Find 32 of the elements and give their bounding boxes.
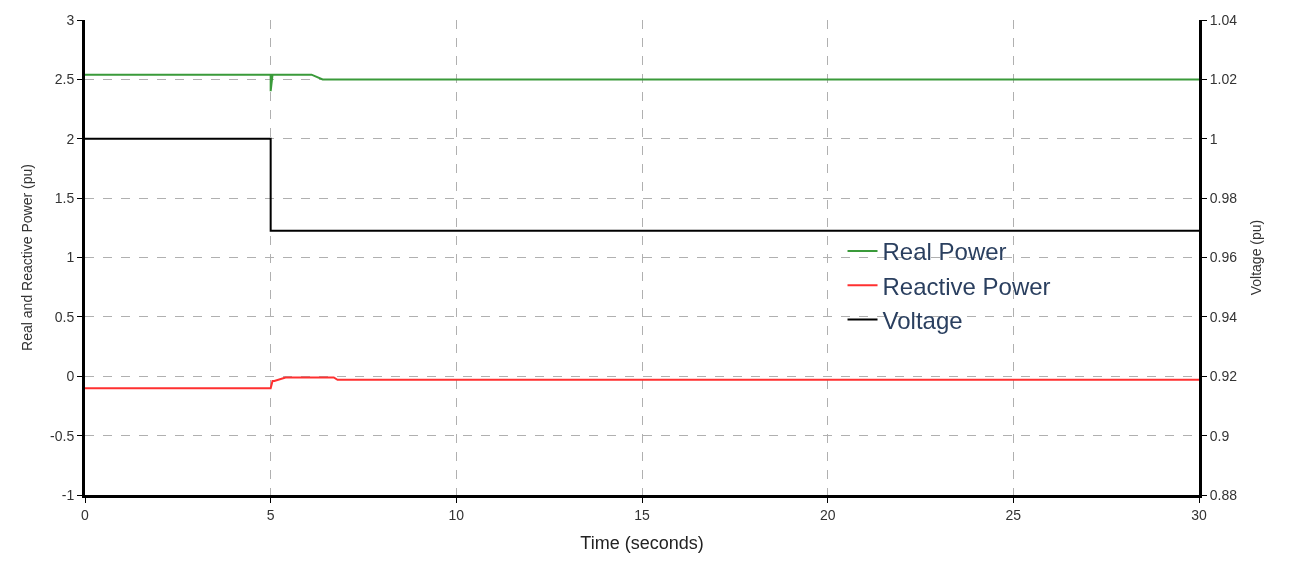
y2-axis-title: Voltage (pu) — [1247, 219, 1264, 296]
y-tick-label: 3 — [66, 11, 75, 28]
y2-tick-label: 0.94 — [1209, 308, 1238, 325]
y2-tick-label: 1.04 — [1209, 11, 1238, 28]
y2-tick-label: 0.96 — [1209, 249, 1238, 266]
line-series — [85, 376, 1199, 390]
y2-tick-label: 0.9 — [1209, 427, 1230, 444]
y-tick-label: -1 — [61, 486, 75, 503]
y2-tick-label: 0.88 — [1209, 486, 1238, 503]
x-tick-label: 20 — [819, 506, 836, 523]
x-tick-label: 0 — [81, 506, 90, 523]
x-tick-label: 30 — [1191, 506, 1207, 523]
y-tick-label: 0.5 — [54, 308, 75, 325]
y-tick-label: -0.5 — [50, 427, 75, 444]
y-tick-label: 0 — [66, 368, 75, 385]
y2-tick-label: 1.02 — [1209, 71, 1238, 88]
x-tick-label: 5 — [266, 506, 275, 523]
y-tick-label: 2 — [66, 130, 75, 147]
y-axis-title: Real and Reactive Power (pu) — [18, 164, 35, 351]
x-tick-label: 15 — [634, 506, 650, 523]
legend-label: Voltage — [882, 306, 963, 334]
x-tick-label: 25 — [1005, 506, 1022, 523]
legend-label: Real Power — [882, 238, 1007, 266]
y-tick-label: 1.5 — [54, 190, 75, 207]
x-axis-title: Time (seconds) — [580, 532, 704, 553]
y2-tick-label: 0.98 — [1209, 190, 1238, 207]
y2-tick-label: 1 — [1209, 130, 1218, 147]
legend-label: Reactive Power — [882, 272, 1051, 300]
y2-tick-label: 0.92 — [1209, 368, 1238, 385]
y-tick-label: 1 — [66, 249, 75, 266]
y-tick-label: 2.5 — [54, 71, 75, 88]
x-tick-label: 10 — [448, 506, 465, 523]
